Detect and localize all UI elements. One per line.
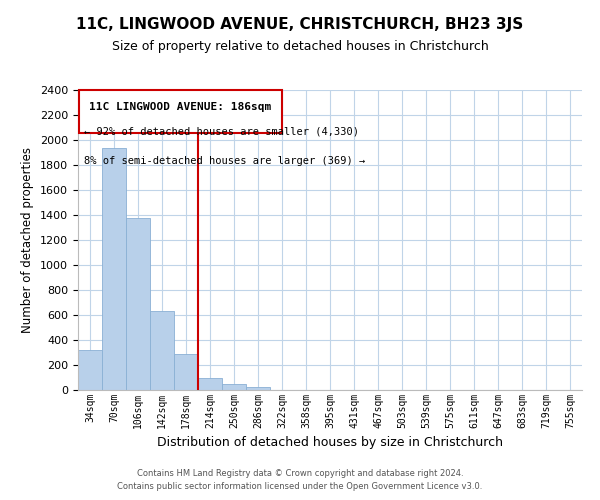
- X-axis label: Distribution of detached houses by size in Christchurch: Distribution of detached houses by size …: [157, 436, 503, 450]
- Bar: [174, 354, 198, 390]
- Bar: [78, 350, 102, 390]
- Text: Contains public sector information licensed under the Open Government Licence v3: Contains public sector information licen…: [118, 482, 482, 491]
- Text: Contains HM Land Registry data © Crown copyright and database right 2024.: Contains HM Land Registry data © Crown c…: [137, 468, 463, 477]
- Bar: [198, 378, 222, 390]
- Text: 8% of semi-detached houses are larger (369) →: 8% of semi-detached houses are larger (3…: [84, 156, 365, 166]
- Text: Size of property relative to detached houses in Christchurch: Size of property relative to detached ho…: [112, 40, 488, 53]
- Bar: [222, 384, 246, 390]
- Bar: [246, 387, 270, 390]
- Bar: [102, 148, 126, 390]
- FancyBboxPatch shape: [79, 90, 282, 133]
- Text: ← 92% of detached houses are smaller (4,330): ← 92% of detached houses are smaller (4,…: [84, 126, 359, 136]
- Bar: [150, 311, 174, 390]
- Y-axis label: Number of detached properties: Number of detached properties: [22, 147, 34, 333]
- Text: 11C, LINGWOOD AVENUE, CHRISTCHURCH, BH23 3JS: 11C, LINGWOOD AVENUE, CHRISTCHURCH, BH23…: [76, 18, 524, 32]
- Text: 11C LINGWOOD AVENUE: 186sqm: 11C LINGWOOD AVENUE: 186sqm: [89, 102, 272, 112]
- Bar: [126, 218, 150, 390]
